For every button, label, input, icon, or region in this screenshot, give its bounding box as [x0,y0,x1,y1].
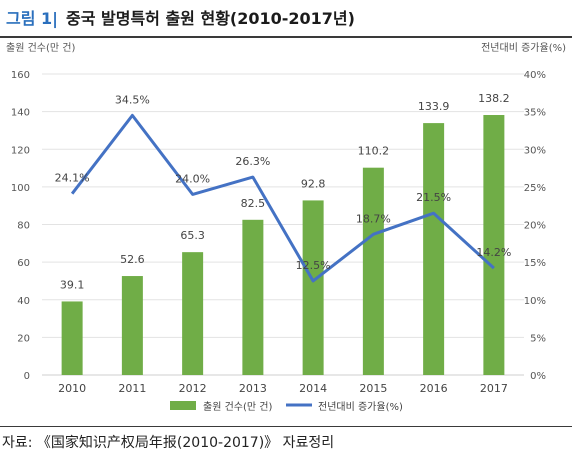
x-tick-label: 2012 [179,382,207,395]
y-left-tick-label: 60 [17,258,30,269]
x-tick-label: 2016 [420,382,448,395]
chart-area: 출원 건수(만 건) 전년대비 증가율(%) 0 20 40 60 80 100 120 140 1… [0,38,572,426]
bar [423,123,445,376]
y-right-tick-label: 40% [524,70,546,81]
y-right-tick-label: 15% [524,258,546,269]
line-data-label: 18.7% [356,212,391,225]
x-tick-label: 2013 [239,382,267,395]
source-note: 자료: 《国家知识产权局年报(2010-2017)》 자료정리 [2,435,335,451]
y-right-tick-label: 0% [530,371,546,382]
legend-bar-label: 출원 건수(만 건) [203,401,272,413]
y-left-tick-label: 20 [17,333,30,344]
line-data-label: 12.5% [296,259,331,272]
y-left-axis-title: 출원 건수(만 건) [6,42,75,54]
y-right-tick-label: 35% [524,108,546,119]
legend-bar-swatch [170,401,196,410]
bar-data-label: 92.8 [301,177,326,190]
bar-data-label: 138.2 [478,92,510,105]
legend-line-label: 전년대비 증가율(%) [318,401,403,413]
bar-data-label: 82.5 [241,197,266,210]
line-data-label: 24.0% [175,172,210,185]
bar-data-label: 65.3 [180,229,205,242]
bar [302,200,324,375]
growth-rate-line [70,113,495,283]
line-data-label: 24.1% [55,172,90,185]
x-tick-label: 2017 [480,382,508,395]
figure-title: 중국 발명특허 출원 현황(2010-2017년) [66,9,355,28]
bar-data-label: 52.6 [120,253,145,266]
line-data-label: 14.2% [476,246,511,259]
bar-data-label: 110.2 [358,145,390,158]
y-left-tick-label: 40 [17,296,30,307]
bar [61,301,83,375]
x-tick-label: 2011 [118,382,146,395]
y-left-tick-label: 80 [17,221,30,232]
line-data-label: 34.5% [115,93,150,106]
bar [121,276,143,375]
y-right-tick-label: 30% [524,145,546,156]
y-right-tick-label: 20% [524,221,546,232]
bar [182,252,204,375]
y-left-tick-label: 0 [24,371,30,382]
y-left-tick-label: 120 [11,145,30,156]
y-left-tick-label: 160 [11,70,30,81]
y-right-tick-label: 10% [524,296,546,307]
x-tick-label: 2015 [359,382,387,395]
line-data-label: 26.3% [235,155,270,168]
y-left-tick-label: 100 [11,183,30,194]
footer-rule [0,426,572,427]
bar [483,115,505,375]
x-tick-label: 2010 [58,382,86,395]
header-rule [0,36,572,38]
y-right-axis-title: 전년대비 증가율(%) [481,42,566,54]
bar-data-label: 39.1 [60,278,85,291]
figure-header: 그림 1| 중국 발명특허 출원 현황(2010-2017년) [0,0,572,34]
y-right-tick-label: 5% [530,333,546,344]
figure-label: 그림 1| [6,9,58,28]
line-data-label: 21.5% [416,191,451,204]
bar [362,167,384,375]
y-left-tick-label: 140 [11,108,30,119]
chart-svg: 출원 건수(만 건) 전년대비 증가율(%) 0 20 40 60 80 100 120 140 1… [6,42,566,413]
bar [242,219,264,375]
bar-data-label: 133.9 [418,100,450,113]
x-tick-label: 2014 [299,382,327,395]
y-right-tick-label: 25% [524,183,546,194]
